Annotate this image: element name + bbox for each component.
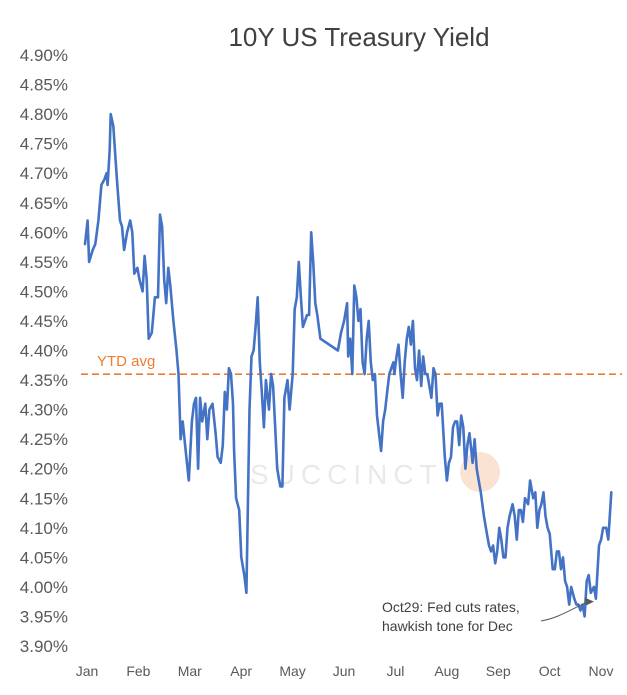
y-tick-label: 4.00% bbox=[20, 578, 68, 597]
x-axis: Jan Feb Mar Apr May Jun Jul Aug Sep Oct Nov bbox=[76, 663, 614, 679]
x-tick-label: Nov bbox=[589, 663, 614, 679]
y-tick-label: 4.10% bbox=[20, 519, 68, 538]
x-tick-label: Jun bbox=[333, 663, 356, 679]
x-tick-label: Mar bbox=[178, 663, 202, 679]
annotation-arrowhead bbox=[584, 597, 594, 606]
x-tick-label: Oct bbox=[539, 663, 561, 679]
annotation-line-1: Oct29: Fed cuts rates, bbox=[382, 599, 520, 615]
annotation-leader bbox=[540, 601, 589, 622]
y-tick-label: 3.95% bbox=[20, 607, 68, 626]
y-tick-label: 4.20% bbox=[20, 460, 68, 479]
annotation-line-2: hawkish tone for Dec bbox=[382, 618, 513, 634]
x-tick-label: Aug bbox=[434, 663, 459, 679]
y-tick-label: 4.15% bbox=[20, 489, 68, 508]
x-tick-label: Apr bbox=[230, 663, 252, 679]
y-tick-label: 4.05% bbox=[20, 548, 68, 567]
y-tick-label: 4.60% bbox=[20, 223, 68, 242]
watermark: SUCCINCT bbox=[250, 452, 500, 492]
x-tick-label: Feb bbox=[126, 663, 150, 679]
y-tick-label: 4.80% bbox=[20, 105, 68, 124]
ytd-average-label: YTD avg bbox=[97, 353, 155, 370]
y-tick-label: 4.85% bbox=[20, 76, 68, 95]
x-tick-label: Sep bbox=[486, 663, 511, 679]
y-tick-label: 4.75% bbox=[20, 135, 68, 154]
annotation: Oct29: Fed cuts rates, hawkish tone for … bbox=[382, 597, 594, 634]
y-tick-label: 4.55% bbox=[20, 253, 68, 272]
x-tick-label: May bbox=[279, 663, 305, 679]
y-tick-label: 3.90% bbox=[20, 637, 68, 656]
y-tick-label: 4.90% bbox=[20, 46, 68, 65]
chart-title: 10Y US Treasury Yield bbox=[228, 22, 489, 52]
watermark-logo bbox=[460, 452, 500, 492]
y-axis: 4.90% 4.85% 4.80% 4.75% 4.70% 4.65% 4.60% 4.55%… bbox=[20, 46, 68, 656]
x-tick-label: Jan bbox=[76, 663, 99, 679]
y-tick-label: 4.65% bbox=[20, 194, 68, 213]
y-tick-label: 4.30% bbox=[20, 401, 68, 420]
y-tick-label: 4.35% bbox=[20, 371, 68, 390]
y-tick-label: 4.45% bbox=[20, 312, 68, 331]
y-tick-label: 4.70% bbox=[20, 164, 68, 183]
series-group bbox=[83, 112, 613, 618]
y-tick-label: 4.50% bbox=[20, 282, 68, 301]
y-tick-label: 4.40% bbox=[20, 342, 68, 361]
y-tick-label: 4.25% bbox=[20, 430, 68, 449]
series-line bbox=[83, 112, 613, 618]
x-tick-label: Jul bbox=[386, 663, 404, 679]
